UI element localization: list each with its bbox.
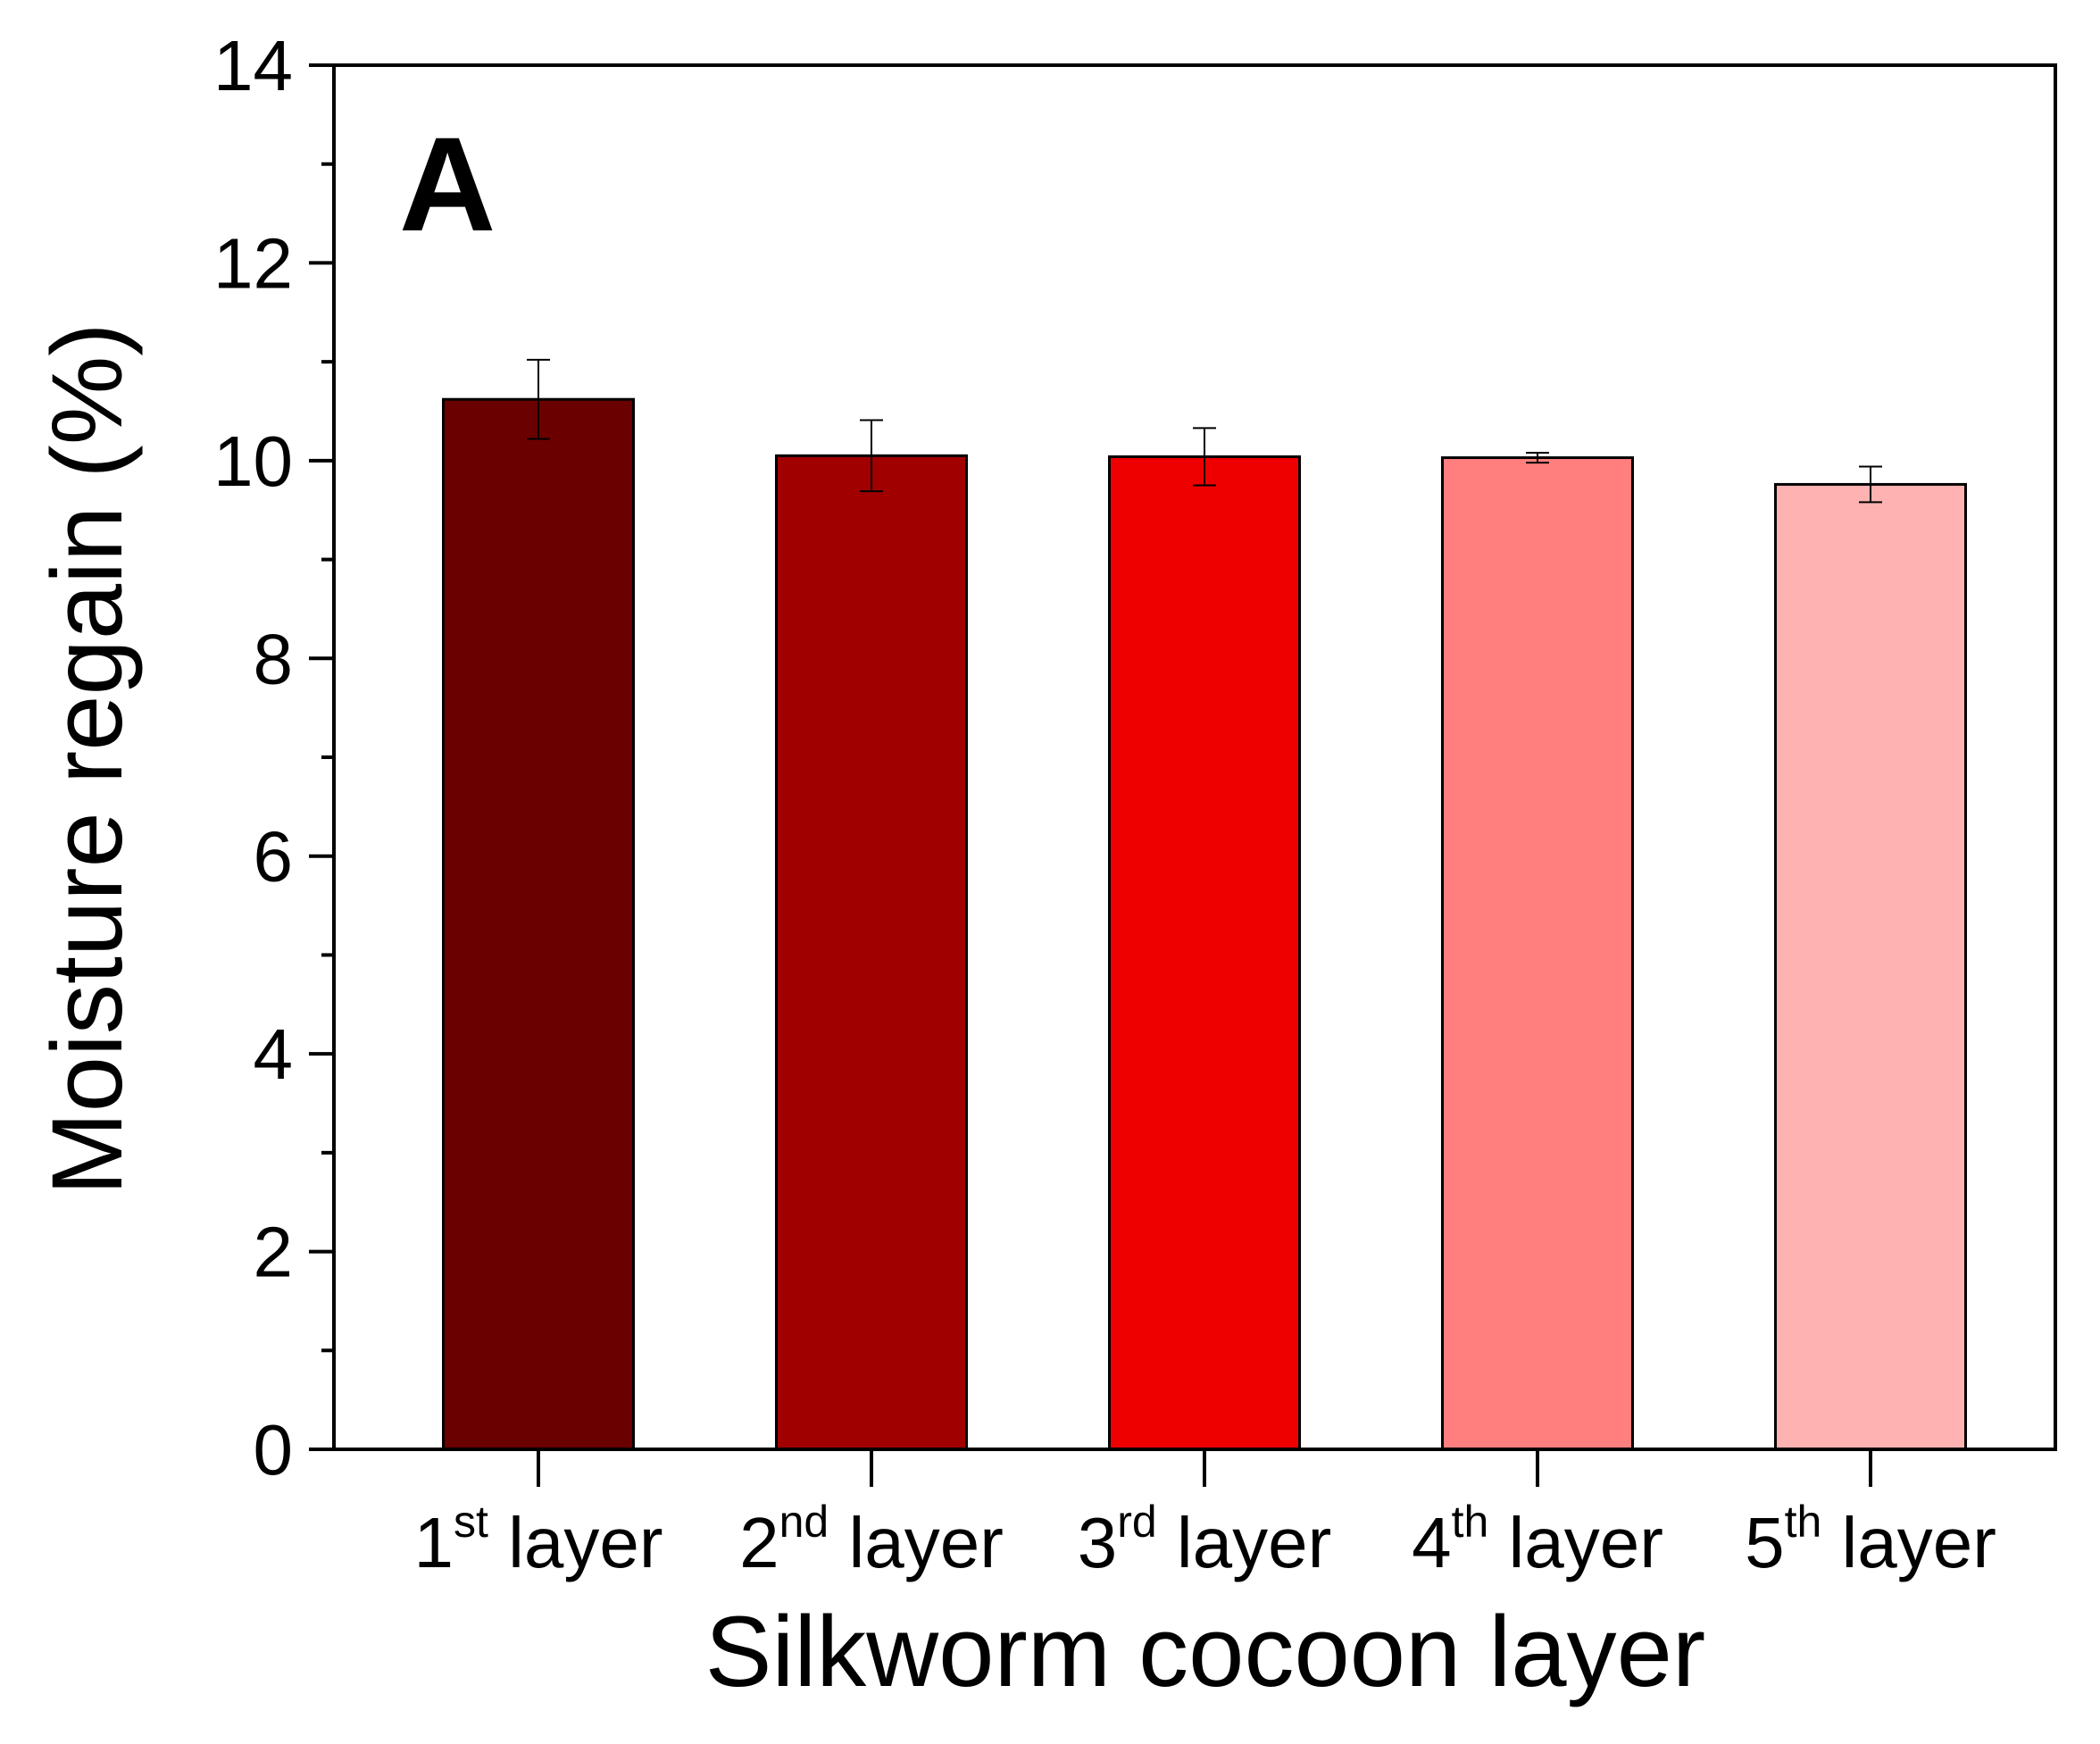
x-tick-label-number: 4 bbox=[1412, 1503, 1452, 1582]
x-tick-label-superscript: st bbox=[454, 1497, 488, 1547]
x-tick-label: 5th layer bbox=[1745, 1497, 1996, 1582]
panel-label: A bbox=[399, 109, 496, 259]
y-tick-label: 0 bbox=[254, 1410, 294, 1489]
x-tick-label-number: 3 bbox=[1078, 1503, 1118, 1582]
bar bbox=[1108, 455, 1301, 1451]
bar bbox=[1441, 456, 1634, 1451]
x-tick-label-number: 2 bbox=[739, 1503, 779, 1582]
plot-frame bbox=[332, 63, 2057, 1451]
x-tick-label-text: layer bbox=[1488, 1503, 1663, 1582]
bar bbox=[442, 397, 635, 1451]
y-tick-label: 4 bbox=[254, 1014, 294, 1094]
x-tick-label-text: layer bbox=[488, 1503, 663, 1582]
y-tick-label: 10 bbox=[213, 421, 293, 501]
x-tick-label-superscript: th bbox=[1452, 1497, 1489, 1547]
x-tick-label: 4th layer bbox=[1412, 1497, 1663, 1582]
x-axis-title: Silkworm cocoon layer bbox=[705, 1596, 1705, 1707]
x-tick-label-text: layer bbox=[829, 1503, 1004, 1582]
x-tick-label-superscript: th bbox=[1785, 1497, 1822, 1547]
x-tick-label-superscript: rd bbox=[1117, 1497, 1156, 1547]
x-tick-label-number: 1 bbox=[413, 1503, 454, 1582]
x-tick-label: 3rd layer bbox=[1078, 1497, 1332, 1582]
y-tick-label: 8 bbox=[254, 619, 294, 698]
y-tick-label: 2 bbox=[254, 1213, 294, 1292]
bar bbox=[1774, 482, 1967, 1451]
x-tick-label-text: layer bbox=[1157, 1503, 1332, 1582]
x-tick-label: 1st layer bbox=[413, 1497, 662, 1582]
y-tick-label: 12 bbox=[213, 223, 293, 303]
y-axis-title: Moisture regain (%) bbox=[31, 322, 143, 1195]
bar bbox=[775, 454, 968, 1451]
y-tick-label: 6 bbox=[254, 817, 294, 897]
x-tick-label-number: 5 bbox=[1745, 1503, 1785, 1582]
x-tick-label-superscript: nd bbox=[779, 1497, 829, 1547]
y-tick-label: 14 bbox=[213, 26, 293, 105]
x-tick-label-text: layer bbox=[1821, 1503, 1996, 1582]
x-tick-label: 2nd layer bbox=[739, 1497, 1004, 1582]
